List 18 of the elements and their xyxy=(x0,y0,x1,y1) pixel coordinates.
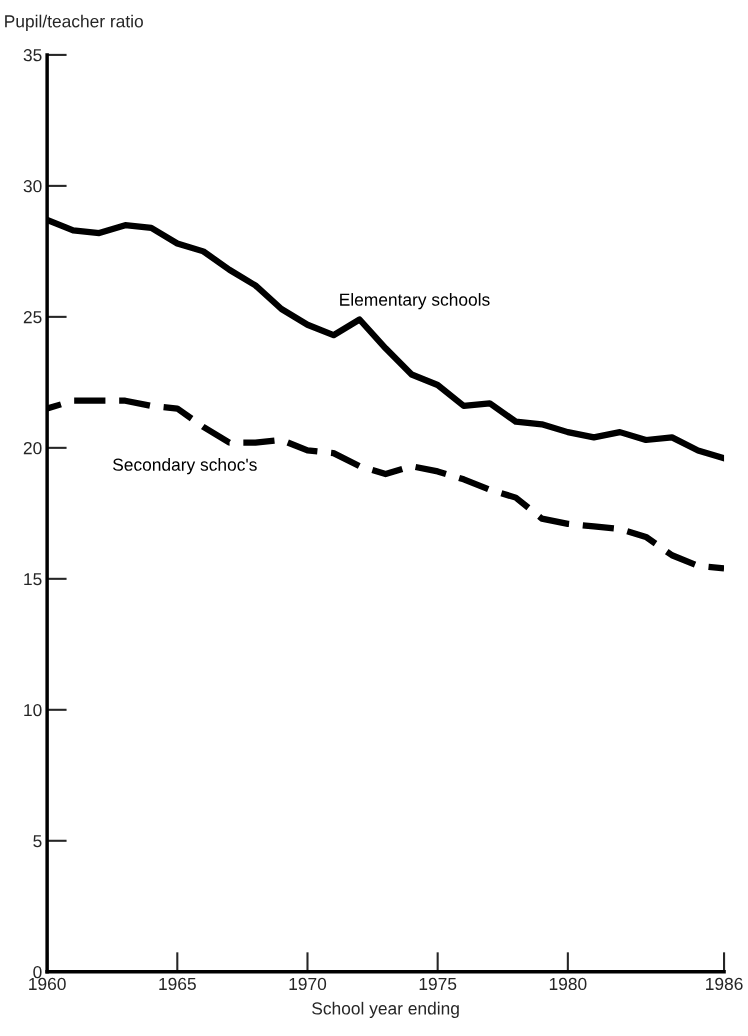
x-tick-label: 1965 xyxy=(159,977,196,991)
x-tick-label: 1960 xyxy=(29,977,66,991)
y-tick-label: 25 xyxy=(23,311,42,324)
x-axis-title: School year ending xyxy=(312,1001,459,1019)
y-tick-label: 10 xyxy=(24,703,42,717)
y-tick-label: 35 xyxy=(23,49,42,62)
x-tick-label: 1986 xyxy=(706,977,743,991)
x-tick-label: 1980 xyxy=(549,977,587,991)
x-tick-label: 1975 xyxy=(419,977,457,991)
x-tick-label: 1970 xyxy=(289,977,327,991)
y-tick-label: 5 xyxy=(33,835,42,848)
y-tick-label: 0 xyxy=(33,965,42,979)
series-label: Secondary schoc's xyxy=(113,458,257,475)
y-tick-label: 15 xyxy=(24,573,42,586)
y-axis-title: Pupil/teacher ratio xyxy=(5,14,143,31)
y-tick-label: 30 xyxy=(23,180,42,193)
y-tick-label: 20 xyxy=(23,442,42,455)
series-label: Elementary schools xyxy=(340,293,490,310)
